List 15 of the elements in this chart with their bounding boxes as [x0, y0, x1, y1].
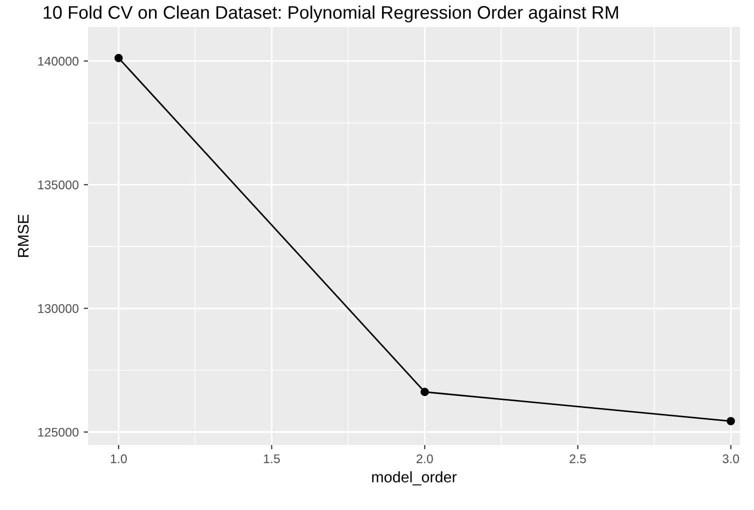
x-tick-label: 1.0 — [110, 454, 127, 464]
x-tick-label: 1.5 — [264, 454, 280, 464]
chart-title: 10 Fold CV on Clean Dataset: Polynomial Regression Order against RM — [44, 6, 618, 22]
y-tick-label: 140000 — [38, 56, 78, 66]
y-tick-label: 135000 — [38, 180, 78, 190]
point — [726, 416, 735, 426]
x-tick-label: 2.0 — [416, 454, 433, 464]
x-axis-title: model_order — [372, 471, 457, 486]
y-axis-title: RMSE — [18, 214, 29, 257]
y-tick-label: 130000 — [38, 304, 78, 313]
x-tick-label: 2.5 — [570, 454, 586, 464]
point — [420, 388, 429, 396]
y-tick-label: 125000 — [38, 428, 78, 437]
point — [114, 54, 123, 62]
x-tick-label: 3.0 — [722, 454, 740, 464]
